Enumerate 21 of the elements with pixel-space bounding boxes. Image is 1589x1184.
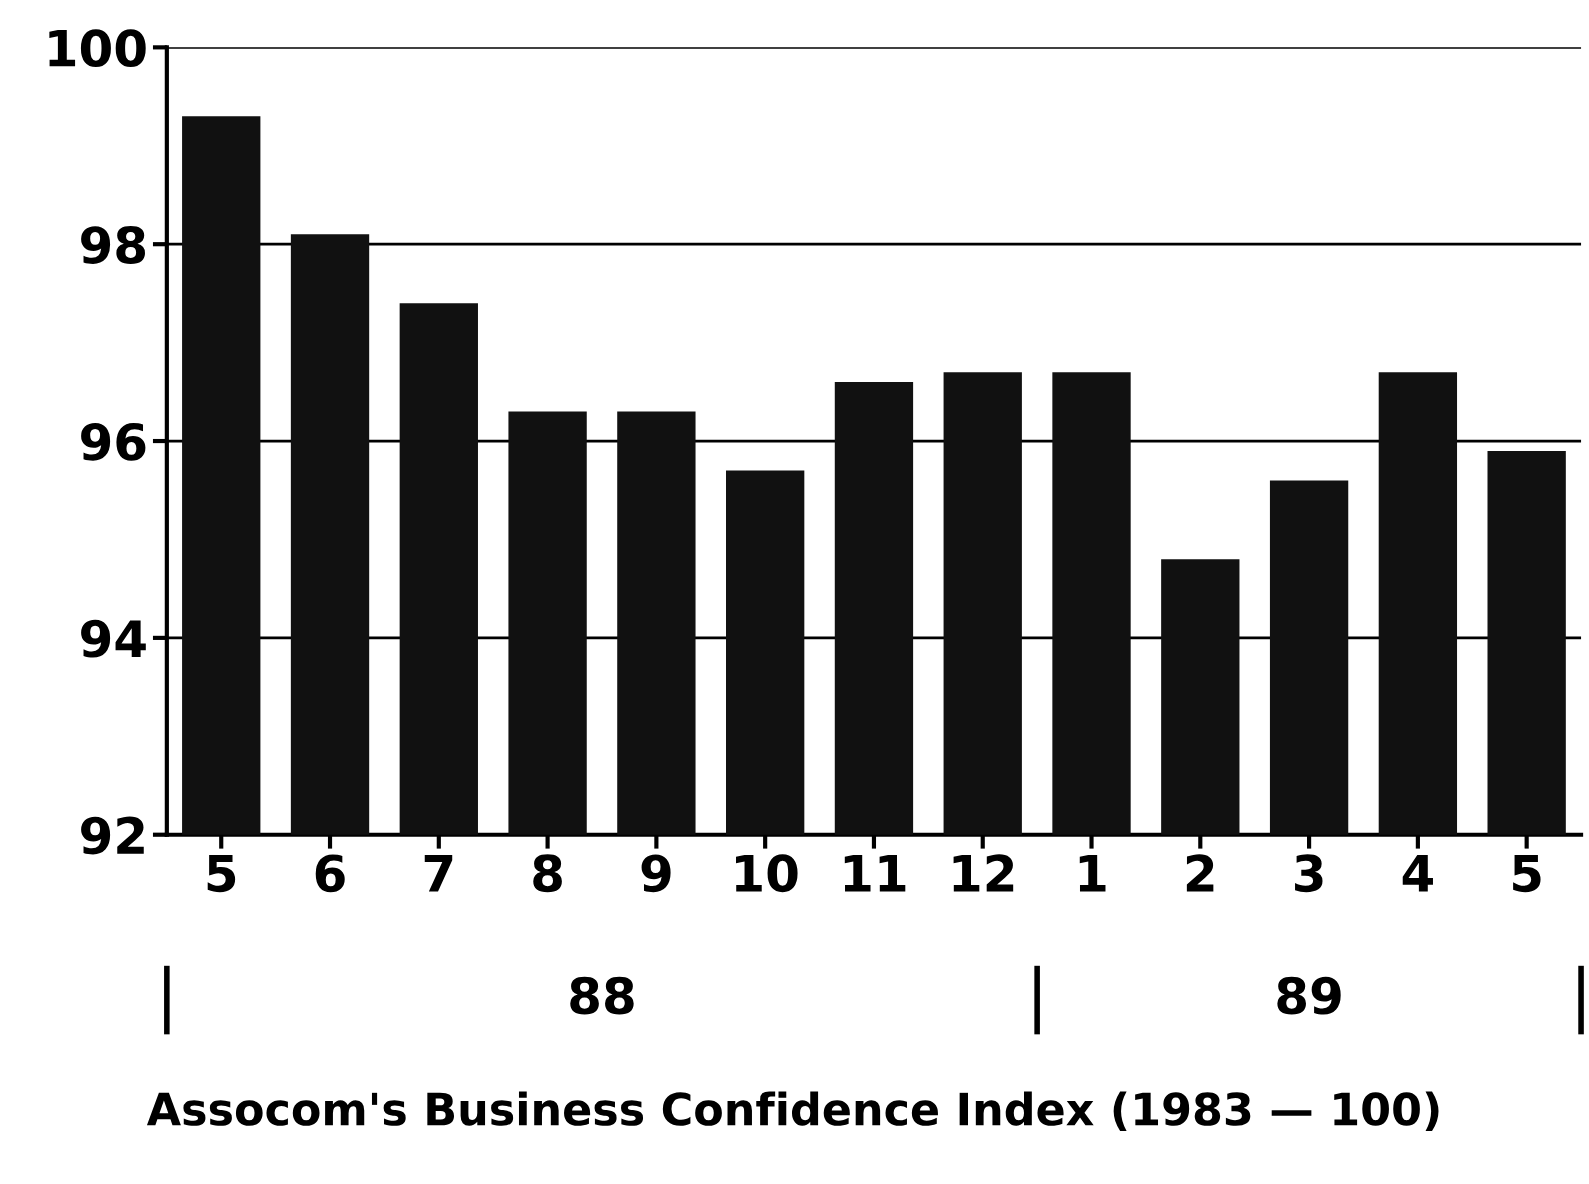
x-tick-label: 12 xyxy=(953,854,1014,892)
x-tick-label: 7 xyxy=(424,855,453,892)
x-tick-label: 4 xyxy=(1402,855,1433,892)
text: Assocom's Business Confidence Index (1983 — 100) xyxy=(146,1091,1439,1132)
x-tick-label: 5 xyxy=(207,855,236,893)
x-tick-label: 8 xyxy=(533,854,562,893)
x-tick-label: 3 xyxy=(1295,854,1323,893)
y-tick-label: 98 xyxy=(81,226,145,264)
text: 88 xyxy=(570,976,634,1015)
x-tick-label: 2 xyxy=(1186,854,1214,892)
x-tick-label: 1 xyxy=(1079,855,1106,892)
x-tick-label: 6 xyxy=(315,854,345,893)
x-tick-label: 5 xyxy=(1513,855,1541,893)
x-tick-label: 9 xyxy=(641,854,671,893)
y-tick-label: 96 xyxy=(81,422,146,461)
x-tick-label: 11 xyxy=(844,855,906,892)
y-tick-label: 94 xyxy=(81,619,146,658)
y-tick-label: 100 xyxy=(49,29,146,68)
text: 89 xyxy=(1277,976,1341,1015)
x-tick-label: 10 xyxy=(736,854,798,893)
y-tick-label: 92 xyxy=(81,816,144,855)
